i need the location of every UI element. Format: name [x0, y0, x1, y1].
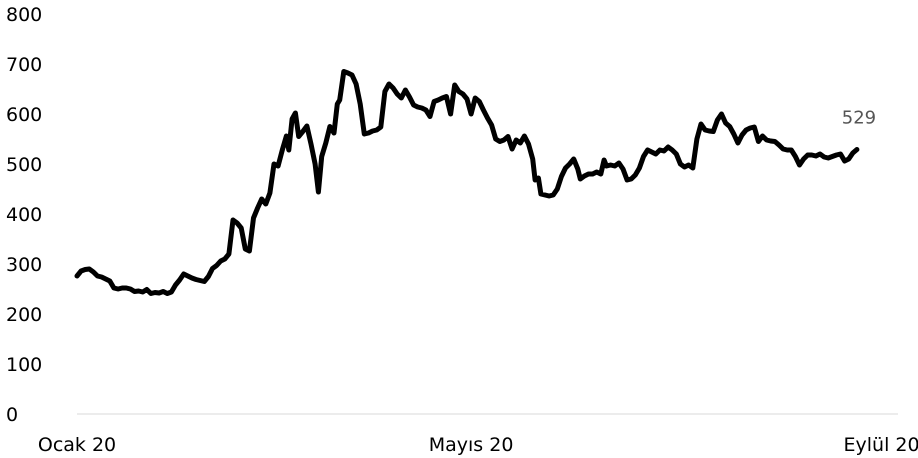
y-tick-label: 500	[6, 154, 42, 176]
x-tick-label: Eylül 20	[844, 434, 918, 456]
last-value-label: 529	[842, 108, 876, 129]
x-tick-label: Ocak 20	[38, 434, 116, 456]
y-tick-label: 400	[6, 204, 42, 226]
y-tick-label: 0	[6, 404, 18, 426]
y-tick-label: 300	[6, 254, 42, 276]
y-tick-label: 200	[6, 304, 42, 326]
price-series-line	[74, 69, 860, 296]
x-axis-labels: Ocak 20 Mayıs 20 Eylül 20	[38, 434, 918, 456]
y-tick-label: 600	[6, 104, 42, 126]
y-tick-label: 100	[6, 354, 42, 376]
x-tick-label: Mayıs 20	[429, 434, 514, 456]
y-tick-label: 700	[6, 54, 42, 76]
y-axis-labels: 0 100 200 300 400 500 600 700 800	[6, 4, 42, 426]
y-tick-label: 800	[6, 4, 42, 26]
